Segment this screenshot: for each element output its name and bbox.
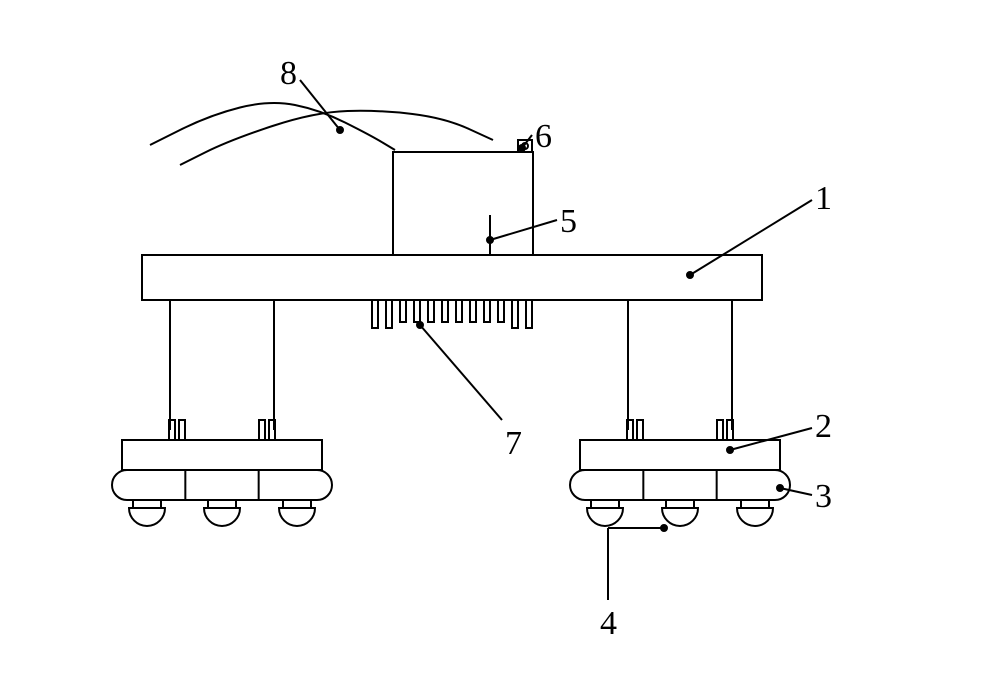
label-1: 1: [815, 180, 832, 218]
label-2: 2: [815, 408, 832, 446]
diagram-canvas: [0, 0, 1000, 697]
label-6: 6: [535, 118, 552, 156]
label-5: 5: [560, 203, 577, 241]
label-4: 4: [600, 605, 617, 643]
label-7: 7: [505, 425, 522, 463]
label-3: 3: [815, 478, 832, 516]
label-8: 8: [280, 55, 297, 93]
